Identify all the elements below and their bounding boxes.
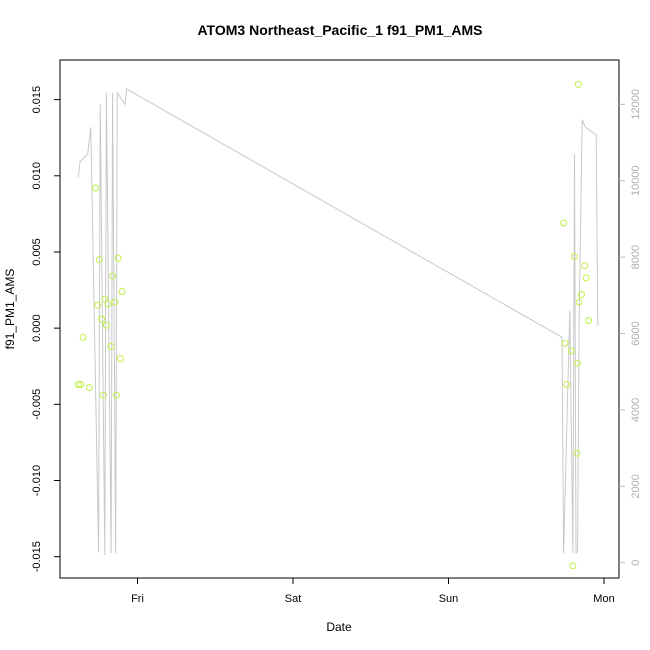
data-point xyxy=(567,347,575,355)
data-point xyxy=(102,321,110,329)
data-point xyxy=(574,80,582,88)
y-left-tick-label: -0.005 xyxy=(31,389,43,420)
data-point xyxy=(92,184,99,192)
y-left-tick-label: 0.005 xyxy=(31,238,43,266)
data-point xyxy=(118,288,126,296)
data-point xyxy=(582,274,590,282)
y-left-tick-label: 0.000 xyxy=(31,314,43,342)
data-point xyxy=(581,262,589,270)
x-tick-label: Mon xyxy=(593,593,614,605)
plot-frame xyxy=(59,59,620,579)
data-point xyxy=(573,449,581,457)
chart-title: ATOM3 Northeast_Pacific_1 f91_PM1_AMS xyxy=(197,22,482,38)
data-point xyxy=(109,272,117,280)
y-axis-label: f91_PM1_AMS xyxy=(3,269,17,350)
y-right-tick-label: 2000 xyxy=(630,474,642,498)
y-left-tick-label: 0.015 xyxy=(31,86,43,114)
x-axis-label: Date xyxy=(326,620,352,634)
data-point xyxy=(113,391,120,399)
data-point xyxy=(563,381,571,388)
data-point xyxy=(114,254,122,262)
y-right-tick-label: 6000 xyxy=(630,321,642,345)
data-point xyxy=(116,355,124,363)
y-right-tick-label: 10000 xyxy=(630,165,642,196)
x-tick-label: Fri xyxy=(131,593,144,605)
y-left-tick-label: 0.010 xyxy=(31,162,43,190)
data-point xyxy=(101,295,109,303)
x-tick-label: Sun xyxy=(439,593,459,605)
data-point xyxy=(95,256,103,264)
data-point xyxy=(578,291,585,299)
data-point xyxy=(104,300,112,308)
data-point xyxy=(99,391,107,399)
altitude-line xyxy=(77,88,599,556)
data-point xyxy=(585,317,592,324)
x-tick-label: Sat xyxy=(285,593,302,605)
data-point xyxy=(569,562,577,570)
y-right-tick-label: 0 xyxy=(630,560,642,566)
y-left-tick-label: -0.010 xyxy=(31,465,43,496)
data-point xyxy=(575,298,583,306)
data-point xyxy=(111,298,119,306)
data-point xyxy=(74,381,82,388)
y-left-tick-label: -0.015 xyxy=(31,541,43,572)
data-point xyxy=(560,219,568,227)
data-point xyxy=(79,333,87,341)
chart-marks: Fri Sat Sun Mon -0.015 -0.010 -0.005 0.000 0.005… xyxy=(31,80,642,605)
data-point xyxy=(85,384,93,392)
data-point xyxy=(98,315,106,323)
y-right-tick-label: 12000 xyxy=(630,89,642,120)
data-point xyxy=(574,359,582,367)
data-point xyxy=(94,301,102,309)
y-right-tick-label: 4000 xyxy=(630,398,642,422)
data-point xyxy=(77,381,85,388)
data-point xyxy=(107,342,115,350)
y-right-tick-label: 8000 xyxy=(630,245,642,269)
data-point xyxy=(561,339,569,347)
data-point xyxy=(571,253,578,260)
